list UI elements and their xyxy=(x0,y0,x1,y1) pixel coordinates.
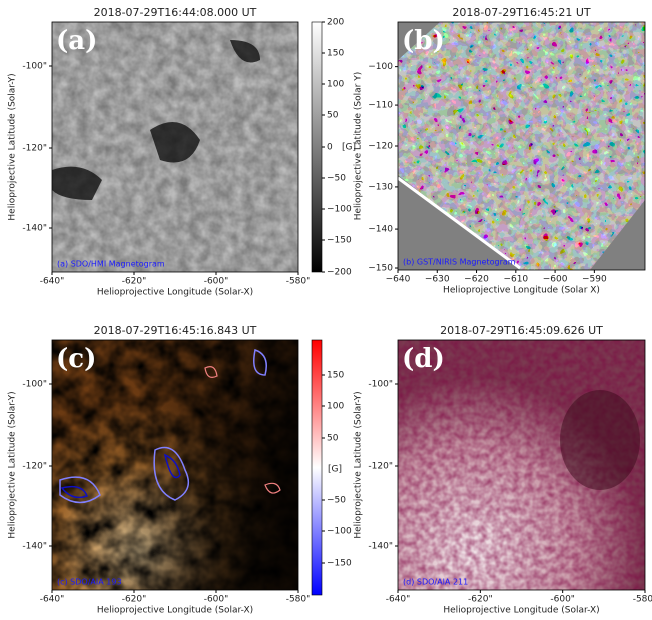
y-axis-label: Helioprojective Latitude (Solar Y) xyxy=(354,72,364,221)
y-tick-label: -140" xyxy=(368,542,393,552)
colorbar-tick-label: 100 xyxy=(327,402,344,412)
colorbar-a xyxy=(311,21,323,273)
x-tick-label: -600" xyxy=(204,595,229,605)
colorbar-tick-label: 100 xyxy=(327,80,344,90)
image-b xyxy=(397,22,645,270)
x-tick-label: -580" xyxy=(633,595,652,605)
y-tick-label: −110 xyxy=(368,101,393,111)
x-tick-label: -640" xyxy=(386,595,411,605)
y-tick-label: -120" xyxy=(22,144,47,154)
colorbar-tick-label: −100 xyxy=(327,527,352,537)
colorbar-tick-label: −50 xyxy=(327,496,346,506)
y-tick-label: −140 xyxy=(368,225,393,235)
x-tick-label: −640 xyxy=(386,275,411,285)
image-d xyxy=(398,340,645,590)
x-tick-label: -640" xyxy=(40,595,65,605)
x-tick-label: −630 xyxy=(425,275,450,285)
panel-label: (d) xyxy=(402,344,445,374)
y-tick-label: −150 xyxy=(368,264,393,274)
x-tick-label: -580" xyxy=(286,595,311,605)
frame xyxy=(51,21,299,273)
colorbar-tick-label: −200 xyxy=(327,268,352,278)
colorbar-unit: [G] xyxy=(342,143,356,153)
y-tick-label: -120" xyxy=(22,462,47,472)
panel-label: (c) xyxy=(56,344,96,374)
x-tick-label: −620 xyxy=(464,275,489,285)
colorbar-tick-label: −150 xyxy=(327,236,352,246)
panel-title: 2018-07-29T16:44:08.000 UT xyxy=(94,6,257,19)
colorbar-tick-label: −100 xyxy=(327,205,352,215)
x-tick-label: −610 xyxy=(503,275,528,285)
x-tick-label: -620" xyxy=(122,595,147,605)
panel-caption: (d) SDO/AIA 211 xyxy=(403,578,468,587)
x-tick-label: -640" xyxy=(40,277,65,287)
image-a xyxy=(52,22,298,272)
x-tick-label: −600 xyxy=(543,275,568,285)
colorbar-tick-label: −50 xyxy=(327,174,346,184)
x-tick-label: -600" xyxy=(550,595,575,605)
y-axis-label: Helioprojective Latitude (Solar-Y) xyxy=(8,391,18,538)
y-axis-label: Helioprojective Latitude (Solar-Y) xyxy=(354,391,364,538)
x-tick-label: -600" xyxy=(204,277,229,287)
panel-caption: (b) GST/NIRIS Magnetogram xyxy=(403,258,516,267)
x-tick-label: -620" xyxy=(468,595,493,605)
x-tick-label: -580" xyxy=(286,277,311,287)
y-tick-label: −130 xyxy=(368,182,393,192)
panel-label: (b) xyxy=(402,26,445,56)
y-tick-label: -100" xyxy=(22,62,47,72)
colorbar-tick-label: −150 xyxy=(327,559,352,569)
panel-label: (a) xyxy=(56,26,97,56)
x-tick-label: -620" xyxy=(122,277,147,287)
y-tick-label: -100" xyxy=(368,380,393,390)
y-tick-label: -100" xyxy=(22,380,47,390)
x-axis-label: Helioprojective Longitude (Solar-X) xyxy=(97,606,253,616)
x-axis-label: Helioprojective Longitude (Solar-X) xyxy=(97,288,253,298)
panel-title: 2018-07-29T16:45:21 UT xyxy=(452,6,591,19)
y-axis-label: Helioprojective Latitude (Solar-Y) xyxy=(8,73,18,220)
x-axis-label: Helioprojective Longitude (Solar-X) xyxy=(443,606,599,616)
image-c xyxy=(52,340,298,590)
y-tick-label: −100 xyxy=(368,62,393,72)
colorbar-tick-label: 150 xyxy=(327,49,344,59)
colorbar-tick-label: 200 xyxy=(327,18,344,28)
y-tick-label: −120 xyxy=(368,142,393,152)
y-tick-label: -140" xyxy=(22,224,47,234)
colorbar-tick-label: 0 xyxy=(327,143,333,153)
y-tick-label: -120" xyxy=(368,462,393,472)
colorbar-unit: [G] xyxy=(328,465,342,475)
y-tick-label: -140" xyxy=(22,542,47,552)
frame xyxy=(397,339,646,591)
panel-title: 2018-07-29T16:45:16.843 UT xyxy=(94,324,257,337)
colorbar-tick-label: 50 xyxy=(327,111,339,121)
colorbar-c xyxy=(311,339,323,596)
frame xyxy=(51,339,299,591)
panel-caption: (c) SDO/AIA 193 xyxy=(57,578,122,587)
x-tick-label: −590 xyxy=(582,275,607,285)
colorbar-tick-label: 150 xyxy=(327,371,344,381)
colorbar-tick-label: 50 xyxy=(327,434,339,444)
panel-title: 2018-07-29T16:45:09.626 UT xyxy=(440,324,603,337)
panel-caption: (a) SDO/HMI Magnetogram xyxy=(57,260,165,269)
x-axis-label: Helioprojective Longitude (Solar X) xyxy=(443,286,600,296)
